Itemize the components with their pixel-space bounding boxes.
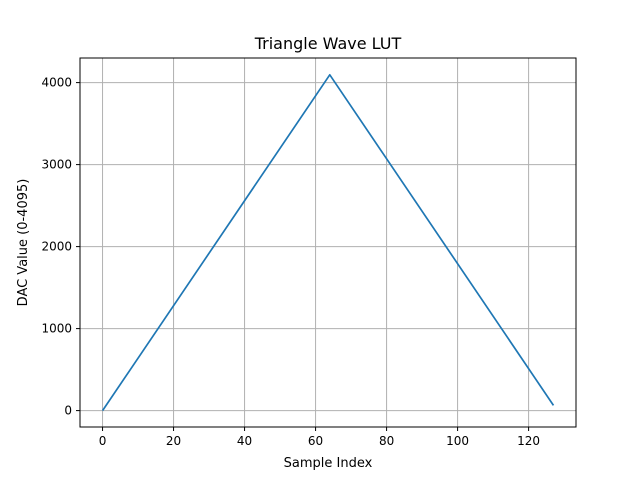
series-line	[101, 73, 555, 412]
chart-title: Triangle Wave LUT	[254, 34, 402, 53]
series-layer	[101, 73, 555, 412]
x-tick-label: 40	[237, 434, 252, 448]
x-tick-label: 60	[308, 434, 323, 448]
y-tick-label: 0	[64, 404, 72, 418]
x-tick-label: 80	[379, 434, 394, 448]
plot-frame	[79, 57, 577, 428]
y-tick-label: 3000	[41, 158, 72, 172]
y-axis-label: DAC Value (0-4095)	[16, 179, 31, 307]
y-tick-label: 2000	[41, 240, 72, 254]
x-tick-label: 20	[166, 434, 181, 448]
x-axis: 0 20 40 60 80 100 120	[99, 427, 540, 448]
x-tick-label: 100	[446, 434, 469, 448]
x-axis-label: Sample Index	[284, 456, 373, 471]
y-tick-label: 1000	[41, 322, 72, 336]
grid	[80, 58, 576, 427]
x-tick-label: 120	[517, 434, 540, 448]
y-tick-label: 4000	[41, 76, 72, 90]
x-tick-label: 0	[99, 434, 107, 448]
y-axis: 0 1000 2000 3000 4000	[41, 76, 80, 418]
